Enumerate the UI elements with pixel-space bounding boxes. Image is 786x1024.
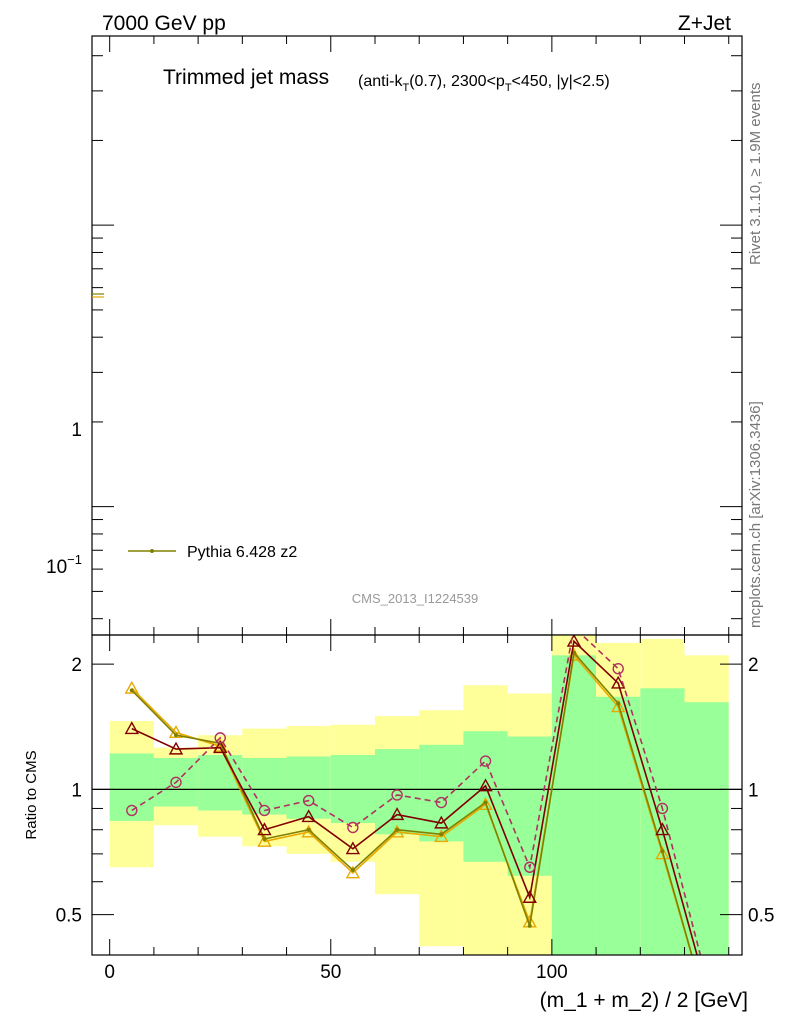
series-0-point — [345, 865, 361, 879]
series-2-point — [522, 890, 537, 903]
series-2-point — [478, 778, 493, 792]
series-0-point — [611, 699, 626, 713]
series-0-point — [124, 680, 139, 694]
ratio-ticks: 0.5 0.5 1 1 2 2 0 50 100 — [56, 635, 774, 983]
band-inner — [596, 696, 641, 955]
series-3-point — [524, 861, 536, 873]
main-panel: 1 10−1 Pythia 6.428 z2 CMS_2013_I1224539 — [46, 35, 743, 636]
series-1-point — [262, 837, 267, 842]
series-0-point — [257, 833, 272, 847]
process-label: Z+Jet — [678, 12, 731, 35]
rivet-version-label: Rivet 3.1.10, ≥ 1.9M events — [747, 83, 764, 266]
series-1-point — [571, 650, 576, 655]
series-2-point — [168, 741, 184, 755]
band-inner — [374, 749, 420, 835]
series-3-point — [391, 789, 403, 801]
series-1-point — [527, 923, 532, 928]
band-inner — [109, 753, 154, 821]
series-2-point — [124, 721, 139, 735]
series-1-point — [660, 849, 665, 854]
series-3-point — [126, 804, 138, 817]
ratio-ytick-label-right: 1 — [748, 780, 759, 801]
series-0-point — [434, 829, 449, 843]
series-0-point — [655, 846, 670, 860]
series-line-3 — [131, 635, 702, 955]
band-inner — [419, 744, 464, 842]
ratio-series — [124, 622, 712, 984]
series-1-point — [174, 733, 179, 738]
series-3-point — [479, 755, 492, 767]
series-1-point — [129, 688, 134, 693]
series-line-2 — [131, 639, 698, 955]
main-y-ticks — [92, 36, 742, 635]
series-1-point — [483, 800, 488, 805]
series-2-point — [389, 807, 405, 821]
series-2-point — [301, 809, 316, 823]
chart-subtitle: (anti-kT(0.7), 2300<pT<450, |y|<2.5) — [358, 73, 610, 94]
series-group — [124, 622, 712, 984]
x-axis-label: (m_1 + m_2) / 2 [GeV] — [540, 989, 748, 1012]
ratio-ytick-label: 2 — [71, 655, 82, 676]
analysis-watermark: CMS_2013_I1224539 — [352, 591, 479, 606]
ratio-ytick-label: 0.5 — [56, 906, 82, 927]
series-3-point — [612, 663, 624, 675]
ratio-xtick-label: 100 — [536, 962, 568, 983]
ratio-ytick-label: 1 — [71, 780, 82, 801]
series-line-1 — [131, 650, 693, 955]
ratio-plot-frame — [91, 634, 743, 956]
band-inner — [198, 754, 243, 811]
series-1-point — [350, 868, 355, 873]
uncertainty-bands — [109, 635, 729, 955]
band-inner — [684, 702, 729, 955]
band-inner — [463, 731, 508, 862]
series-2-point — [655, 822, 670, 836]
series-1-point — [395, 827, 400, 832]
series-2-point — [345, 841, 361, 855]
main-ytick-label-1: 1 — [71, 420, 82, 441]
ratio-xtick-label: 50 — [320, 962, 341, 983]
main-ytick-label-0.1: 10−1 — [46, 552, 82, 578]
ratio-ytick-label-right: 2 — [748, 655, 759, 676]
series-1-point — [439, 832, 444, 837]
series-2-point — [434, 815, 449, 829]
series-1-point — [616, 701, 621, 706]
main-side-ticks — [92, 293, 104, 298]
series-2-point — [213, 740, 228, 754]
series-3-point — [702, 974, 712, 984]
chart-title: Trimmed jet mass — [163, 66, 329, 89]
series-1-point — [306, 827, 311, 832]
ratio-ytick-label-right: 0.5 — [748, 906, 774, 927]
series-3-point — [258, 804, 271, 817]
energy-label: 7000 GeV pp — [102, 12, 226, 35]
band-inner — [507, 736, 552, 876]
ratio-y-axis-label: Ratio to CMS — [23, 750, 40, 839]
series-3-point — [569, 622, 579, 632]
ratio-panel: 0.5 0.5 1 1 2 2 0 50 100 Ratio to CMS (m_1 + m_2… — [23, 622, 774, 1012]
legend: Pythia 6.428 z2 — [128, 544, 297, 561]
series-3-point — [214, 732, 226, 744]
band-inner — [286, 756, 331, 819]
series-3-point — [347, 821, 359, 834]
series-3-point — [170, 776, 182, 789]
series-2-point — [611, 675, 626, 689]
series-3-point — [656, 802, 669, 815]
series-3-point — [302, 794, 315, 807]
legend-label: Pythia 6.428 z2 — [187, 544, 297, 561]
series-2-point — [257, 822, 272, 836]
band-inner — [551, 655, 597, 955]
mcplots-label: mcplots.cern.ch [arXiv:1306.3436] — [747, 401, 764, 628]
series-3-point — [435, 796, 448, 809]
ratio-xtick-label: 0 — [104, 962, 115, 983]
legend-marker — [150, 549, 154, 553]
band-inner — [640, 688, 685, 955]
